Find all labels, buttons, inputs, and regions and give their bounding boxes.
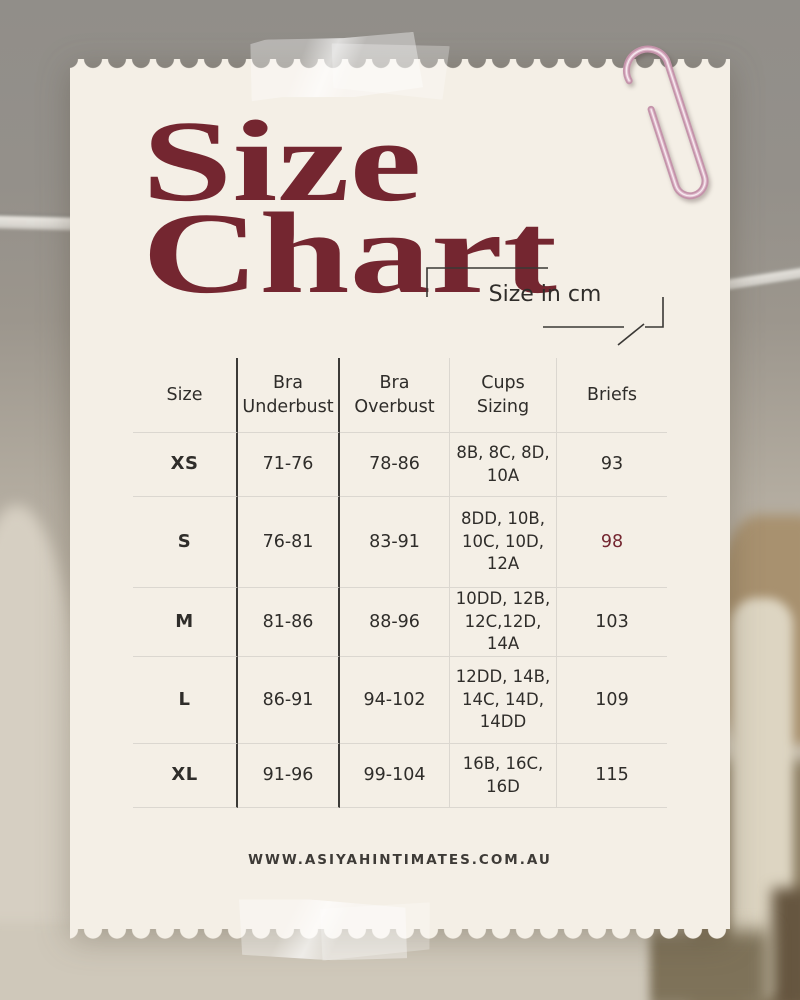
bracket-flourish-icon xyxy=(426,267,664,346)
paperclip-icon xyxy=(623,45,709,200)
cell-size: XS xyxy=(133,433,238,497)
cell-underbust: 71-76 xyxy=(238,433,340,497)
size-unit-callout: Size in cm xyxy=(418,258,678,358)
column-header-underbust: Bra Underbust xyxy=(238,358,340,433)
cell-size: XL xyxy=(133,744,238,808)
cell-cups: 8DD, 10B, 10C, 10D, 12A xyxy=(450,497,557,588)
cell-cups: 12DD, 14B, 14C, 14D, 14DD xyxy=(450,657,557,744)
cell-briefs: 93 xyxy=(557,433,667,497)
page-title: Size Chart xyxy=(142,98,557,318)
cell-overbust: 94-102 xyxy=(340,657,450,744)
cell-underbust: 81-86 xyxy=(238,588,340,657)
cell-size: M xyxy=(133,588,238,657)
title-line-2: Chart xyxy=(142,190,557,318)
cell-briefs: 115 xyxy=(557,744,667,808)
size-unit-label: Size in cm xyxy=(488,282,602,307)
cell-size: S xyxy=(133,497,238,588)
cell-overbust: 83-91 xyxy=(340,497,450,588)
dark-garment-strip xyxy=(772,888,800,1000)
cell-overbust: 99-104 xyxy=(340,744,450,808)
cell-briefs-highlighted: 98 xyxy=(557,497,667,588)
cell-underbust: 76-81 xyxy=(238,497,340,588)
cell-size: L xyxy=(133,657,238,744)
cell-cups: 10DD, 12B, 12C,12D, 14A xyxy=(450,588,557,657)
column-header-size: Size xyxy=(133,358,238,433)
cell-briefs: 109 xyxy=(557,657,667,744)
title-line-1: Size xyxy=(142,98,422,226)
column-header-briefs: Briefs xyxy=(557,358,667,433)
cell-cups: 16B, 16C, 16D xyxy=(450,744,557,808)
paper-sheet xyxy=(70,59,730,940)
cell-briefs: 103 xyxy=(557,588,667,657)
column-header-cups: Cups Sizing xyxy=(450,358,557,433)
cell-underbust: 91-96 xyxy=(238,744,340,808)
column-header-overbust: Bra Overbust xyxy=(340,358,450,433)
cell-underbust: 86-91 xyxy=(238,657,340,744)
cell-cups: 8B, 8C, 8D, 10A xyxy=(450,433,557,497)
cell-overbust: 78-86 xyxy=(340,433,450,497)
size-table: Size Bra Underbust Bra Overbust Cups Siz… xyxy=(133,358,667,808)
cell-overbust: 88-96 xyxy=(340,588,450,657)
website-url: WWW.ASIYAHINTIMATES.COM.AU xyxy=(248,852,552,868)
